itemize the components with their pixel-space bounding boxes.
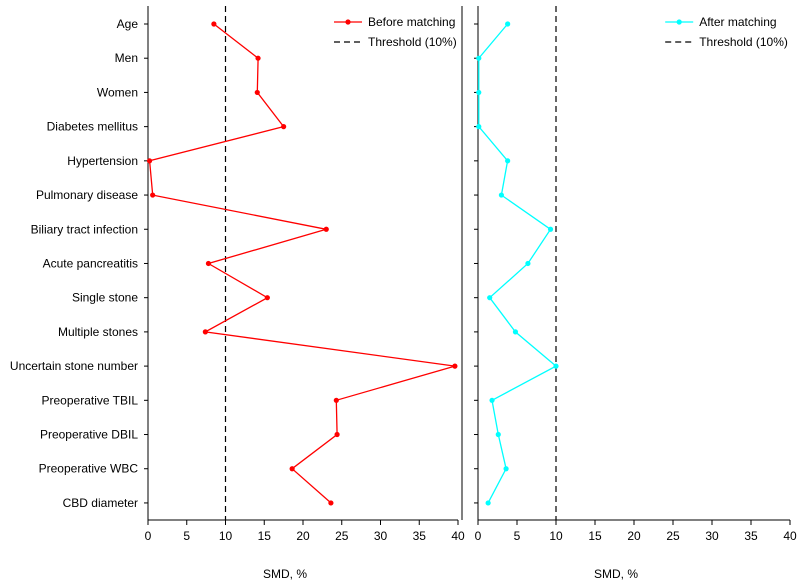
panel-1-point-12 [495,431,501,438]
panel-0-point-0 [211,21,217,27]
category-label-4: Hypertension [67,154,138,168]
panel-0-legend-series-marker [345,19,351,25]
panel-0-x-tick-label-2: 10 [219,529,233,543]
panel-1-point-9 [512,329,519,335]
category-label-0: Age [117,17,139,31]
category-label-14: CBD diameter [63,496,138,510]
panel-1-x-tick-label-7: 35 [744,529,758,543]
category-label-12: Preoperative DBIL [40,428,138,442]
panel-1-legend-series-label: After matching [699,15,776,29]
panel-0-x-tick-label-8: 40 [451,529,465,543]
panel-1-point-5 [498,192,504,198]
panel-0-point-4 [146,158,153,164]
category-label-3: Diabetes mellitus [47,120,138,134]
category-label-13: Preoperative WBC [39,462,139,476]
category-label-10: Uncertain stone number [10,359,138,373]
panel-0-point-5 [150,192,156,198]
panel-1-x-tick-label-5: 25 [666,529,680,543]
panel-1-point-6 [547,226,554,232]
panel-1-x-tick-label-0: 0 [475,529,482,543]
panel-0-point-8 [264,295,270,301]
category-label-5: Pulmonary disease [36,188,138,202]
panel-1-x-tick-label-2: 10 [549,529,563,543]
panel-1-x-axis-title: SMD, % [594,567,638,581]
panel-1-point-0 [505,21,511,27]
panel-1-x-tick-label-1: 5 [514,529,521,543]
category-label-7: Acute pancreatitis [43,256,138,270]
category-label-8: Single stone [72,291,138,305]
panel-0-x-tick-label-7: 35 [413,529,427,543]
panel-0-point-13 [289,466,295,472]
panel-0-x-tick-label-4: 20 [296,529,310,543]
panel-0-legend-threshold-label: Threshold (10%) [368,35,457,49]
panel-0-x-tick-label-3: 15 [258,529,272,543]
panel-0-point-12 [334,431,340,438]
panel-0-legend-series-label: Before matching [368,15,455,29]
panel-0-point-1 [255,55,261,61]
panel-0-point-6 [323,226,329,232]
panel-0-x-tick-label-1: 5 [183,529,190,543]
panel-0-point-9 [202,329,208,335]
panel-1-point-4 [505,158,511,164]
category-label-1: Men [115,51,138,65]
panel-0-point-11 [333,397,339,403]
panel-1-point-8 [487,295,493,301]
panel-1-x-tick-label-3: 15 [588,529,602,543]
panel-0-point-3 [281,124,287,130]
panel-0-point-2 [254,89,260,96]
panel-1-x-tick-label-6: 30 [705,529,719,543]
panel-0-point-7 [205,260,212,267]
panel-1-point-11 [489,397,495,403]
category-label-9: Multiple stones [58,325,138,339]
panel-0-point-14 [328,500,334,506]
category-label-11: Preoperative TBIL [42,393,139,407]
category-label-2: Women [97,85,138,99]
panel-1-point-1 [476,55,482,61]
panel-0-x-tick-label-6: 30 [374,529,388,543]
panel-1-legend-threshold-label: Threshold (10%) [699,35,788,49]
panel-1-point-2 [476,89,482,96]
panel-0-x-tick-label-5: 25 [335,529,349,543]
panel-1-point-13 [503,466,509,472]
panel-1-point-3 [476,124,482,130]
panel-1-point-7 [525,260,531,267]
panel-1-x-tick-label-8: 40 [783,529,797,543]
panel-0-series-line [148,23,456,504]
panel-1-series-line [478,23,558,504]
panel-1-point-10 [553,363,559,369]
panel-0-x-tick-label-0: 0 [145,529,152,543]
panel-0-x-axis-title: SMD, % [263,567,307,581]
panel-1-legend-series-marker [676,19,682,25]
panel-1-x-tick-label-4: 20 [627,529,641,543]
panel-1-point-14 [485,500,491,506]
panel-0-point-10 [452,363,458,369]
category-label-6: Biliary tract infection [31,222,138,236]
